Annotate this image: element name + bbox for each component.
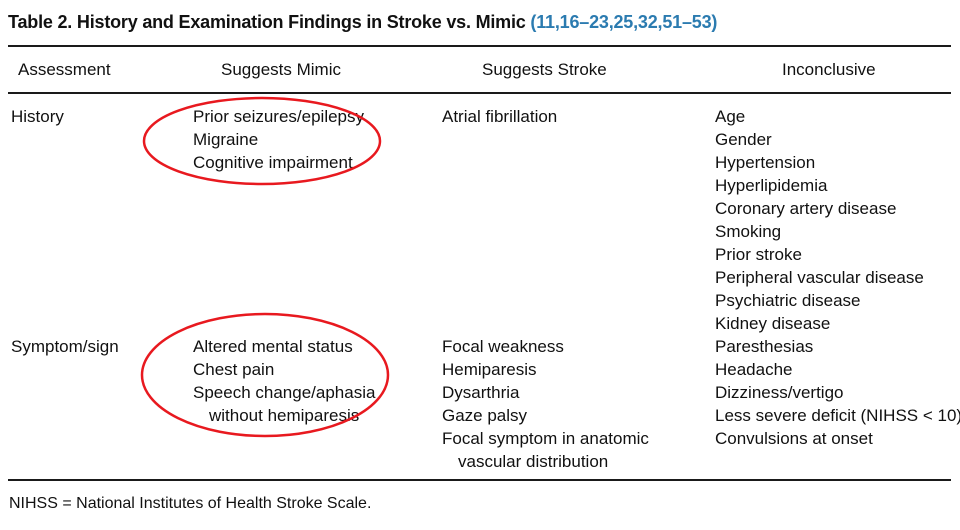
list-item: Gaze palsy — [442, 406, 528, 425]
list-item: Hyperlipidemia — [715, 176, 828, 195]
list-item: Kidney disease — [715, 314, 831, 333]
list-item: Prior stroke — [715, 245, 802, 264]
list-item: Coronary artery disease — [715, 199, 897, 218]
list-item: Smoking — [715, 222, 782, 241]
row-symptom-mimic: Altered mental status Chest pain Speech … — [193, 335, 375, 427]
list-item: Atrial fibrillation — [442, 107, 558, 126]
list-item: Migraine — [193, 130, 259, 149]
row-symptom-stroke: Focal weakness Hemiparesis Dysarthria Ga… — [442, 335, 649, 473]
list-item: Gender — [715, 130, 772, 149]
top-rule — [8, 45, 951, 47]
list-item: Focal symptom in anatomic — [442, 429, 649, 448]
header-assessment: Assessment — [18, 60, 111, 79]
list-item: Prior seizures/epilepsy — [193, 107, 365, 126]
row-history-stroke: Atrial fibrillation — [442, 105, 557, 128]
table-title: History and Examination Findings in Stro… — [76, 12, 526, 32]
header-suggests-stroke: Suggests Stroke — [482, 60, 607, 79]
list-item: without hemiparesis — [209, 406, 360, 425]
list-item: Convulsions at onset — [715, 429, 873, 448]
list-item: Dysarthria — [442, 383, 520, 402]
list-item: Altered mental status — [193, 337, 353, 356]
list-item: Chest pain — [193, 360, 275, 379]
list-item: Speech change/aphasia — [193, 383, 376, 402]
row-history-inconclusive: Age Gender Hypertension Hyperlipidemia C… — [715, 105, 924, 335]
header-inconclusive: Inconclusive — [782, 60, 876, 79]
list-item: Psychiatric disease — [715, 291, 861, 310]
row-symptom-assessment: Symptom/sign — [11, 337, 119, 356]
footnote: NIHSS = National Institutes of Health St… — [9, 495, 372, 512]
row-history-assessment: History — [11, 107, 64, 126]
list-item: Age — [715, 107, 746, 126]
bottom-rule — [8, 479, 951, 481]
list-item: Headache — [715, 360, 793, 379]
list-item: Dizziness/vertigo — [715, 383, 844, 402]
header-rule — [8, 92, 951, 94]
list-item: Paresthesias — [715, 337, 814, 356]
list-item: Less severe deficit (NIHSS < 10) — [715, 406, 960, 425]
list-item: vascular distribution — [458, 452, 609, 471]
list-item: Hypertension — [715, 153, 816, 172]
row-history-mimic: Prior seizures/epilepsy Migraine Cogniti… — [193, 105, 364, 174]
header-suggests-mimic: Suggests Mimic — [221, 60, 341, 79]
reference-links[interactable]: (11,16–23,25,32,51–53) — [530, 12, 718, 32]
list-item: Focal weakness — [442, 337, 564, 356]
list-item: Peripheral vascular disease — [715, 268, 924, 287]
table-caption: Table 2. History and Examination Finding… — [8, 12, 717, 33]
row-symptom-inconclusive: Paresthesias Headache Dizziness/vertigo … — [715, 335, 960, 450]
list-item: Cognitive impairment — [193, 153, 353, 172]
table-label: Table 2. — [8, 12, 73, 32]
list-item: Hemiparesis — [442, 360, 537, 379]
